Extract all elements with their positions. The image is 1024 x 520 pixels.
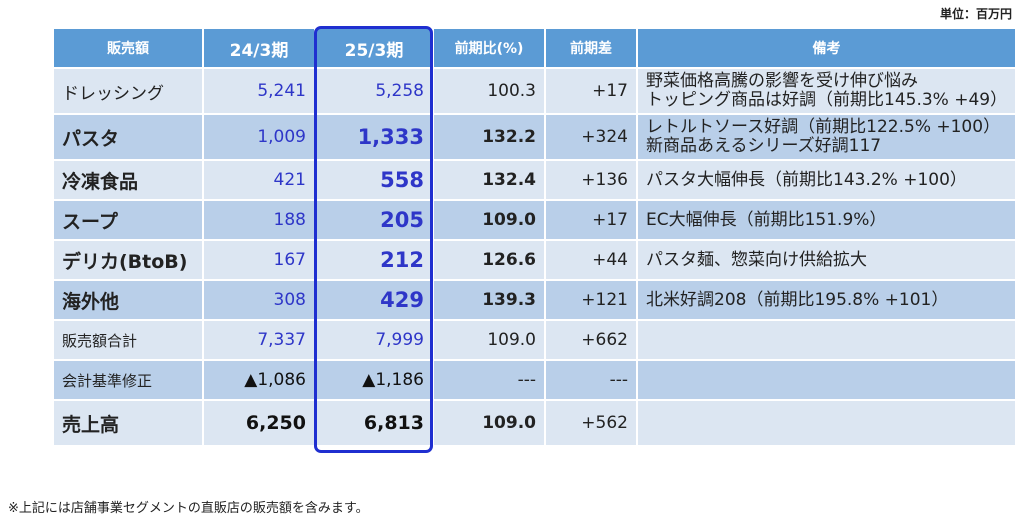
value-diff: +121	[546, 281, 636, 319]
table-header-row: 販売額 24/3期 25/3期 前期比(%) 前期差 備考	[54, 29, 1016, 67]
value-fy25: 6,813	[316, 401, 432, 445]
unit-label: 単位：百万円	[939, 7, 1012, 21]
value-diff: ---	[546, 361, 636, 399]
remark-cell: レトルトソース好調（前期比122.5% +100） 新商品あえるシリーズ好調117	[638, 115, 1016, 159]
remark-cell	[638, 401, 1016, 445]
value-fy25: ▲1,186	[316, 361, 432, 399]
remark-line: EC大幅伸長（前期比151.9%）	[646, 209, 887, 230]
value-ratio: 132.2	[434, 115, 544, 159]
value-fy25: 205	[316, 201, 432, 239]
value-fy24: 6,250	[204, 401, 314, 445]
remark-cell: 北米好調208（前期比195.8% +101）	[638, 281, 1016, 319]
value-fy25: 429	[316, 281, 432, 319]
remark-line: パスタ大幅伸長（前期比143.2% +100）	[646, 169, 967, 190]
remark-cell: 野菜価格高騰の影響を受け伸び悩み トッピング商品は好調（前期比145.3% +49…	[638, 69, 1016, 113]
table-row: 海外他 308 429 139.3 +121 北米好調208（前期比195.8%…	[54, 281, 1016, 319]
table-row: スープ 188 205 109.0 +17 EC大幅伸長（前期比151.9%）	[54, 201, 1016, 239]
row-name: 売上高	[54, 401, 202, 445]
table-row: パスタ 1,009 1,333 132.2 +324 レトルトソース好調（前期比…	[54, 115, 1016, 159]
value-diff: +324	[546, 115, 636, 159]
header-fy25: 25/3期	[316, 29, 432, 67]
header-fy24: 24/3期	[204, 29, 314, 67]
remark-line: レトルトソース好調（前期比122.5% +100）	[646, 117, 1001, 137]
value-diff: +562	[546, 401, 636, 445]
header-yoy-diff: 前期差	[546, 29, 636, 67]
value-ratio: 126.6	[434, 241, 544, 279]
value-fy25: 212	[316, 241, 432, 279]
value-diff: +17	[546, 69, 636, 113]
value-diff: +44	[546, 241, 636, 279]
value-ratio: 139.3	[434, 281, 544, 319]
value-fy25: 1,333	[316, 115, 432, 159]
remark-line: トッピング商品は好調（前期比145.3% +49）	[646, 90, 1008, 110]
remark-line: パスタ麺、惣菜向け供給拡大	[646, 249, 867, 270]
value-fy25: 7,999	[316, 321, 432, 359]
remark-cell: EC大幅伸長（前期比151.9%）	[638, 201, 1016, 239]
value-fy24: 7,337	[204, 321, 314, 359]
value-fy24: 5,241	[204, 69, 314, 113]
row-name: ドレッシング	[54, 69, 202, 113]
value-diff: +17	[546, 201, 636, 239]
value-ratio: 109.0	[434, 201, 544, 239]
row-name: 海外他	[54, 281, 202, 319]
remark-cell	[638, 361, 1016, 399]
sales-table: 販売額 24/3期 25/3期 前期比(%) 前期差 備考 ドレッシング 5,2…	[52, 27, 1017, 447]
remark-line: 新商品あえるシリーズ好調117	[646, 136, 882, 156]
remark-cell: パスタ大幅伸長（前期比143.2% +100）	[638, 161, 1016, 199]
value-fy24: ▲1,086	[204, 361, 314, 399]
remark-cell	[638, 321, 1016, 359]
row-name: 冷凍食品	[54, 161, 202, 199]
table-row: 売上高 6,250 6,813 109.0 +562	[54, 401, 1016, 445]
value-fy25: 5,258	[316, 69, 432, 113]
row-name: パスタ	[54, 115, 202, 159]
header-sales: 販売額	[54, 29, 202, 67]
footnote: ※上記には店舗事業セグメントの直販店の販売額を含みます。	[8, 501, 369, 516]
value-ratio: 109.0	[434, 401, 544, 445]
value-diff: +662	[546, 321, 636, 359]
value-diff: +136	[546, 161, 636, 199]
row-name: 会計基準修正	[54, 361, 202, 399]
value-fy24: 421	[204, 161, 314, 199]
value-fy24: 1,009	[204, 115, 314, 159]
value-fy24: 167	[204, 241, 314, 279]
value-fy24: 188	[204, 201, 314, 239]
table-row: ドレッシング 5,241 5,258 100.3 +17 野菜価格高騰の影響を受…	[54, 69, 1016, 113]
value-fy25: 558	[316, 161, 432, 199]
table-row: 会計基準修正 ▲1,086 ▲1,186 --- ---	[54, 361, 1016, 399]
value-ratio: ---	[434, 361, 544, 399]
value-ratio: 132.4	[434, 161, 544, 199]
value-ratio: 100.3	[434, 69, 544, 113]
header-remarks: 備考	[638, 29, 1016, 67]
header-yoy-ratio: 前期比(%)	[434, 29, 544, 67]
value-fy24: 308	[204, 281, 314, 319]
table-row: 販売額合計 7,337 7,999 109.0 +662	[54, 321, 1016, 359]
row-name: デリカ(BtoB)	[54, 241, 202, 279]
table-row: 冷凍食品 421 558 132.4 +136 パスタ大幅伸長（前期比143.2…	[54, 161, 1016, 199]
table-row: デリカ(BtoB) 167 212 126.6 +44 パスタ麺、惣菜向け供給拡…	[54, 241, 1016, 279]
remark-line: 北米好調208（前期比195.8% +101）	[646, 289, 949, 310]
remark-line: 野菜価格高騰の影響を受け伸び悩み	[646, 71, 918, 91]
remark-cell: パスタ麺、惣菜向け供給拡大	[638, 241, 1016, 279]
value-ratio: 109.0	[434, 321, 544, 359]
row-name: 販売額合計	[54, 321, 202, 359]
row-name: スープ	[54, 201, 202, 239]
